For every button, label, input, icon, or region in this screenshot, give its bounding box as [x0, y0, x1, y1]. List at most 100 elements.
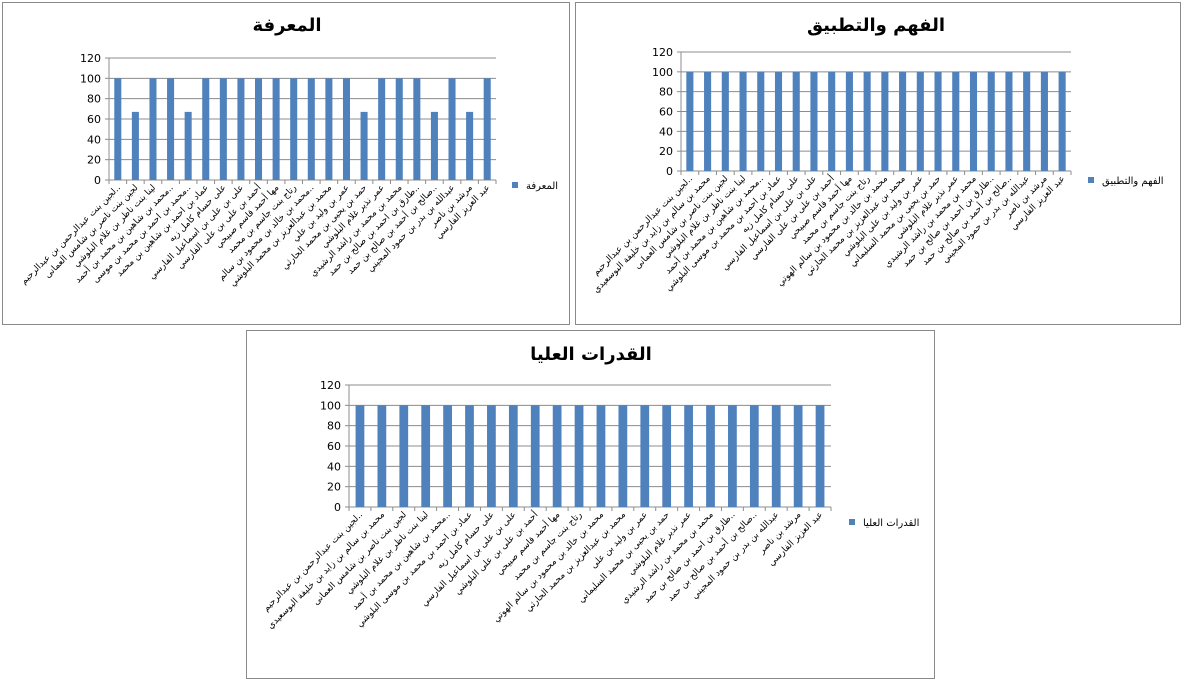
bar [114, 78, 122, 180]
bar [421, 405, 431, 507]
bar [448, 78, 456, 180]
y-tick-label: 80 [327, 420, 341, 433]
bar [377, 405, 387, 507]
y-tick-label: 100 [652, 66, 673, 79]
bar [618, 405, 628, 507]
bar [1005, 71, 1013, 171]
bar [810, 71, 818, 171]
bar [686, 71, 694, 171]
bar [1058, 71, 1066, 171]
bar [749, 405, 759, 507]
bar [167, 78, 175, 180]
bar [272, 78, 280, 180]
bar [828, 71, 836, 171]
bar [360, 111, 368, 180]
bar [219, 78, 227, 180]
bar [706, 405, 715, 507]
bar [290, 78, 298, 180]
bar [916, 71, 924, 171]
y-tick-label: 80 [87, 93, 101, 106]
bar [863, 71, 871, 171]
bar [487, 405, 496, 507]
bar [952, 71, 960, 171]
bar [899, 71, 907, 171]
y-tick-label: 0 [334, 501, 341, 514]
bar [721, 71, 729, 171]
bar [399, 405, 409, 507]
chart-panel-understanding: الفهم والتطبيق 0 20 40 60 80 100 120 لجين بنت عب… [575, 2, 1181, 325]
bar [815, 405, 825, 507]
y-tick-label: 60 [659, 106, 673, 119]
y-tick-label: 40 [659, 125, 673, 138]
chart-title: الفهم والتطبيق [807, 15, 945, 36]
bar [202, 78, 210, 180]
bar [413, 78, 421, 180]
bar [342, 78, 350, 180]
bar [662, 405, 672, 507]
bar [987, 71, 995, 171]
bar [640, 405, 650, 507]
y-tick-label: 60 [327, 440, 341, 453]
y-tick-label: 0 [666, 165, 673, 178]
y-tick-label: 40 [327, 460, 341, 473]
legend-swatch [1088, 177, 1094, 183]
y-tick-label: 20 [327, 481, 341, 494]
chart-panel-knowledge: المعرفة 0 20 40 60 80 100 120 لجين بنت عبدالرحمن… [2, 2, 570, 325]
bar [237, 78, 245, 180]
bar [596, 405, 606, 507]
bar [1040, 71, 1048, 171]
bar [845, 71, 853, 171]
y-tick-label: 20 [659, 145, 673, 158]
bar [552, 405, 562, 507]
bar [443, 405, 452, 507]
y-tick-label: 100 [320, 399, 341, 412]
bar [465, 405, 474, 507]
bar [774, 71, 783, 171]
bar [881, 71, 889, 171]
y-tick-label: 80 [659, 86, 673, 99]
bar [969, 71, 978, 171]
bar [771, 405, 781, 507]
bar [131, 111, 139, 180]
bar [395, 78, 403, 180]
bar [184, 111, 192, 180]
bar [508, 405, 518, 507]
bar [728, 405, 737, 507]
chart-panel-higher-abilities: القدرات العليا 0 20 40 60 80 100 120 لجين بنت عب… [246, 330, 935, 679]
bar [793, 405, 803, 507]
bar [355, 405, 365, 507]
y-tick-label: 60 [87, 113, 101, 126]
bar [739, 71, 747, 171]
y-tick-label: 120 [80, 52, 101, 65]
bar [483, 78, 491, 180]
legend-swatch [849, 519, 855, 525]
bar [325, 78, 333, 180]
chart-title: القدرات العليا [530, 344, 652, 365]
bar [792, 71, 800, 171]
bar [307, 78, 315, 180]
y-tick-label: 120 [320, 379, 341, 392]
y-tick-label: 40 [87, 133, 101, 146]
legend-label: القدرات العليا [863, 518, 919, 529]
bar [430, 111, 438, 180]
y-tick-label: 0 [94, 174, 101, 187]
legend-label: المعرفة [526, 181, 558, 192]
legend-swatch [512, 182, 518, 188]
bar [466, 111, 474, 180]
legend-label: الفهم والتطبيق [1102, 176, 1164, 187]
bar [378, 78, 386, 180]
bar [530, 405, 540, 507]
bar [934, 71, 942, 171]
bar [684, 405, 693, 507]
bar [757, 71, 765, 171]
chart-title: المعرفة [252, 15, 321, 36]
bar [1023, 71, 1031, 171]
y-tick-label: 20 [87, 154, 101, 167]
y-tick-label: 120 [652, 46, 673, 59]
y-tick-label: 100 [80, 72, 101, 85]
bar [255, 78, 263, 180]
bar [574, 405, 584, 507]
